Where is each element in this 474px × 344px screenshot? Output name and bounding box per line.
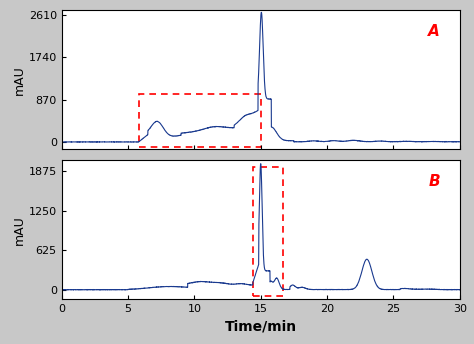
Y-axis label: mAU: mAU — [13, 65, 26, 95]
Bar — [138, 94, 261, 147]
Text: B: B — [428, 174, 440, 189]
X-axis label: Time/min: Time/min — [225, 320, 297, 334]
Bar — [253, 167, 283, 296]
Y-axis label: mAU: mAU — [13, 215, 26, 245]
Text: A: A — [428, 24, 440, 39]
